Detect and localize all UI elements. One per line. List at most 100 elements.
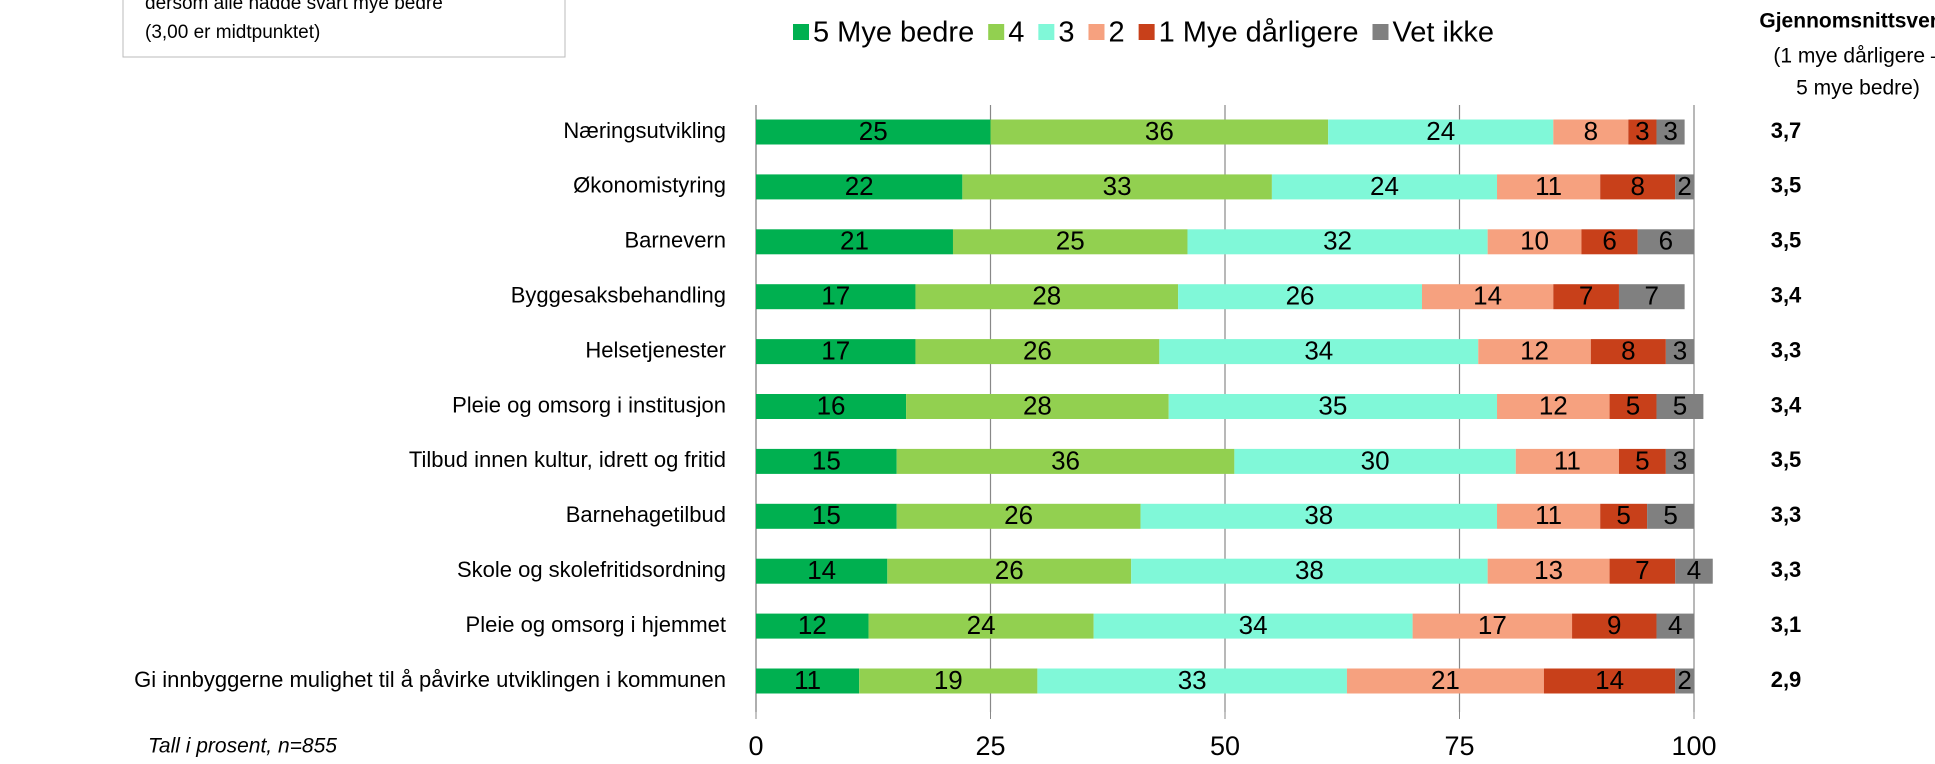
data-label: 25 bbox=[1056, 226, 1085, 256]
data-label: 3 bbox=[1663, 116, 1677, 146]
bar-segment bbox=[1412, 613, 1573, 639]
data-label: 15 bbox=[812, 445, 841, 475]
bar-segment bbox=[1234, 448, 1516, 474]
data-label: 14 bbox=[1595, 665, 1624, 695]
data-label: 14 bbox=[807, 555, 836, 585]
x-tick-label: 50 bbox=[1210, 731, 1240, 761]
data-label: 10 bbox=[1520, 226, 1549, 256]
average-value: 2,9 bbox=[1771, 667, 1802, 692]
data-label: 8 bbox=[1630, 171, 1644, 201]
data-label: 17 bbox=[821, 281, 850, 311]
legend-swatch bbox=[1088, 24, 1105, 40]
data-label: 36 bbox=[1051, 445, 1080, 475]
data-label: 12 bbox=[798, 610, 827, 640]
data-label: 11 bbox=[1554, 445, 1581, 475]
average-value: 3,5 bbox=[1771, 447, 1802, 472]
bar-segment bbox=[962, 174, 1272, 200]
category-label: Skole og skolefritidsordning bbox=[457, 557, 726, 582]
data-label: 38 bbox=[1304, 500, 1333, 530]
bar-segment bbox=[868, 613, 1094, 639]
data-label: 7 bbox=[1635, 555, 1649, 585]
data-label: 11 bbox=[794, 665, 821, 695]
bar-segment bbox=[1665, 448, 1694, 474]
data-label: 26 bbox=[1004, 500, 1033, 530]
data-label: 11 bbox=[1535, 171, 1562, 201]
bar-segment bbox=[1600, 503, 1648, 529]
bar-segment bbox=[915, 284, 1179, 310]
legend-swatch bbox=[1038, 24, 1055, 40]
bar-segment bbox=[1497, 394, 1610, 419]
average-value: 3,3 bbox=[1771, 502, 1802, 527]
bar-segment bbox=[1140, 503, 1498, 529]
note-line: (3,00 er midtpunktet) bbox=[145, 22, 320, 43]
bar-segment bbox=[859, 668, 1038, 694]
bar-segment bbox=[1609, 394, 1657, 419]
data-label: 24 bbox=[1370, 171, 1399, 201]
bar-segment bbox=[1581, 229, 1638, 255]
category-label: Helsetjenester bbox=[585, 337, 726, 362]
category-label: Barnevern bbox=[624, 228, 726, 253]
bar-segment bbox=[756, 503, 897, 529]
data-label: 8 bbox=[1621, 335, 1635, 365]
bar-segment bbox=[756, 174, 963, 200]
x-tick-label: 0 bbox=[748, 731, 763, 761]
bar-segment bbox=[1487, 229, 1582, 255]
category-label: Tilbud innen kultur, idrett og fritid bbox=[409, 447, 726, 472]
data-label: 28 bbox=[1032, 281, 1061, 311]
data-label: 12 bbox=[1520, 335, 1549, 365]
data-label: 15 bbox=[812, 500, 841, 530]
data-label: 19 bbox=[934, 665, 963, 695]
legend-label: 1 Mye dårligere bbox=[1159, 17, 1359, 49]
bar-segment bbox=[1421, 284, 1554, 310]
average-value: 3,5 bbox=[1771, 228, 1802, 253]
bar-segment bbox=[990, 119, 1329, 145]
category-label: Økonomistyring bbox=[573, 173, 726, 198]
category-label: Barnehagetilbud bbox=[566, 502, 726, 527]
legend-swatch bbox=[988, 24, 1005, 40]
average-value: 3,7 bbox=[1771, 118, 1802, 143]
bar-segment bbox=[896, 503, 1141, 529]
bar-segment bbox=[1618, 448, 1666, 474]
data-label: 38 bbox=[1295, 555, 1324, 585]
data-label: 3 bbox=[1673, 335, 1687, 365]
category-label: Næringsutvikling bbox=[563, 118, 726, 143]
bar-segment bbox=[1637, 229, 1694, 255]
bar-segment bbox=[1628, 119, 1657, 145]
data-label: 34 bbox=[1239, 610, 1268, 640]
bar-segment bbox=[1590, 339, 1666, 365]
data-label: 4 bbox=[1687, 555, 1701, 585]
data-label: 21 bbox=[1431, 665, 1460, 695]
average-subtitle: (1 mye dårligere – bbox=[1773, 45, 1935, 68]
bar-segment bbox=[1328, 119, 1554, 145]
data-label: 26 bbox=[995, 555, 1024, 585]
bar-segment bbox=[1159, 339, 1479, 365]
bar-segment bbox=[756, 613, 869, 639]
bar-segment bbox=[1497, 503, 1601, 529]
data-label: 26 bbox=[1023, 335, 1052, 365]
bar-segment bbox=[896, 448, 1235, 474]
data-label: 30 bbox=[1361, 445, 1390, 475]
category-label: Pleie og omsorg i hjemmet bbox=[466, 612, 726, 637]
data-label: 24 bbox=[967, 610, 996, 640]
bar-segment bbox=[887, 558, 1132, 584]
note-line: dersom alle hadde svart mye bedre bbox=[145, 0, 443, 14]
legend-label: 3 bbox=[1058, 17, 1074, 49]
bar-segment bbox=[915, 339, 1160, 365]
average-value: 3,4 bbox=[1771, 392, 1802, 417]
data-label: 9 bbox=[1607, 610, 1621, 640]
data-label: 35 bbox=[1318, 390, 1347, 420]
data-label: 26 bbox=[1286, 281, 1315, 311]
legend-label: 5 Mye bedre bbox=[813, 17, 974, 49]
bar-segment bbox=[756, 448, 897, 474]
data-label: 13 bbox=[1534, 555, 1563, 585]
data-label: 5 bbox=[1673, 390, 1687, 420]
bar-segment bbox=[1037, 668, 1347, 694]
data-label: 6 bbox=[1659, 226, 1673, 256]
data-label: 25 bbox=[859, 116, 888, 146]
data-label: 7 bbox=[1645, 281, 1659, 311]
data-label: 33 bbox=[1178, 665, 1207, 695]
bar-segment bbox=[1553, 119, 1629, 145]
data-label: 11 bbox=[1535, 500, 1562, 530]
data-label: 22 bbox=[845, 171, 874, 201]
bar-segment bbox=[1131, 558, 1488, 584]
